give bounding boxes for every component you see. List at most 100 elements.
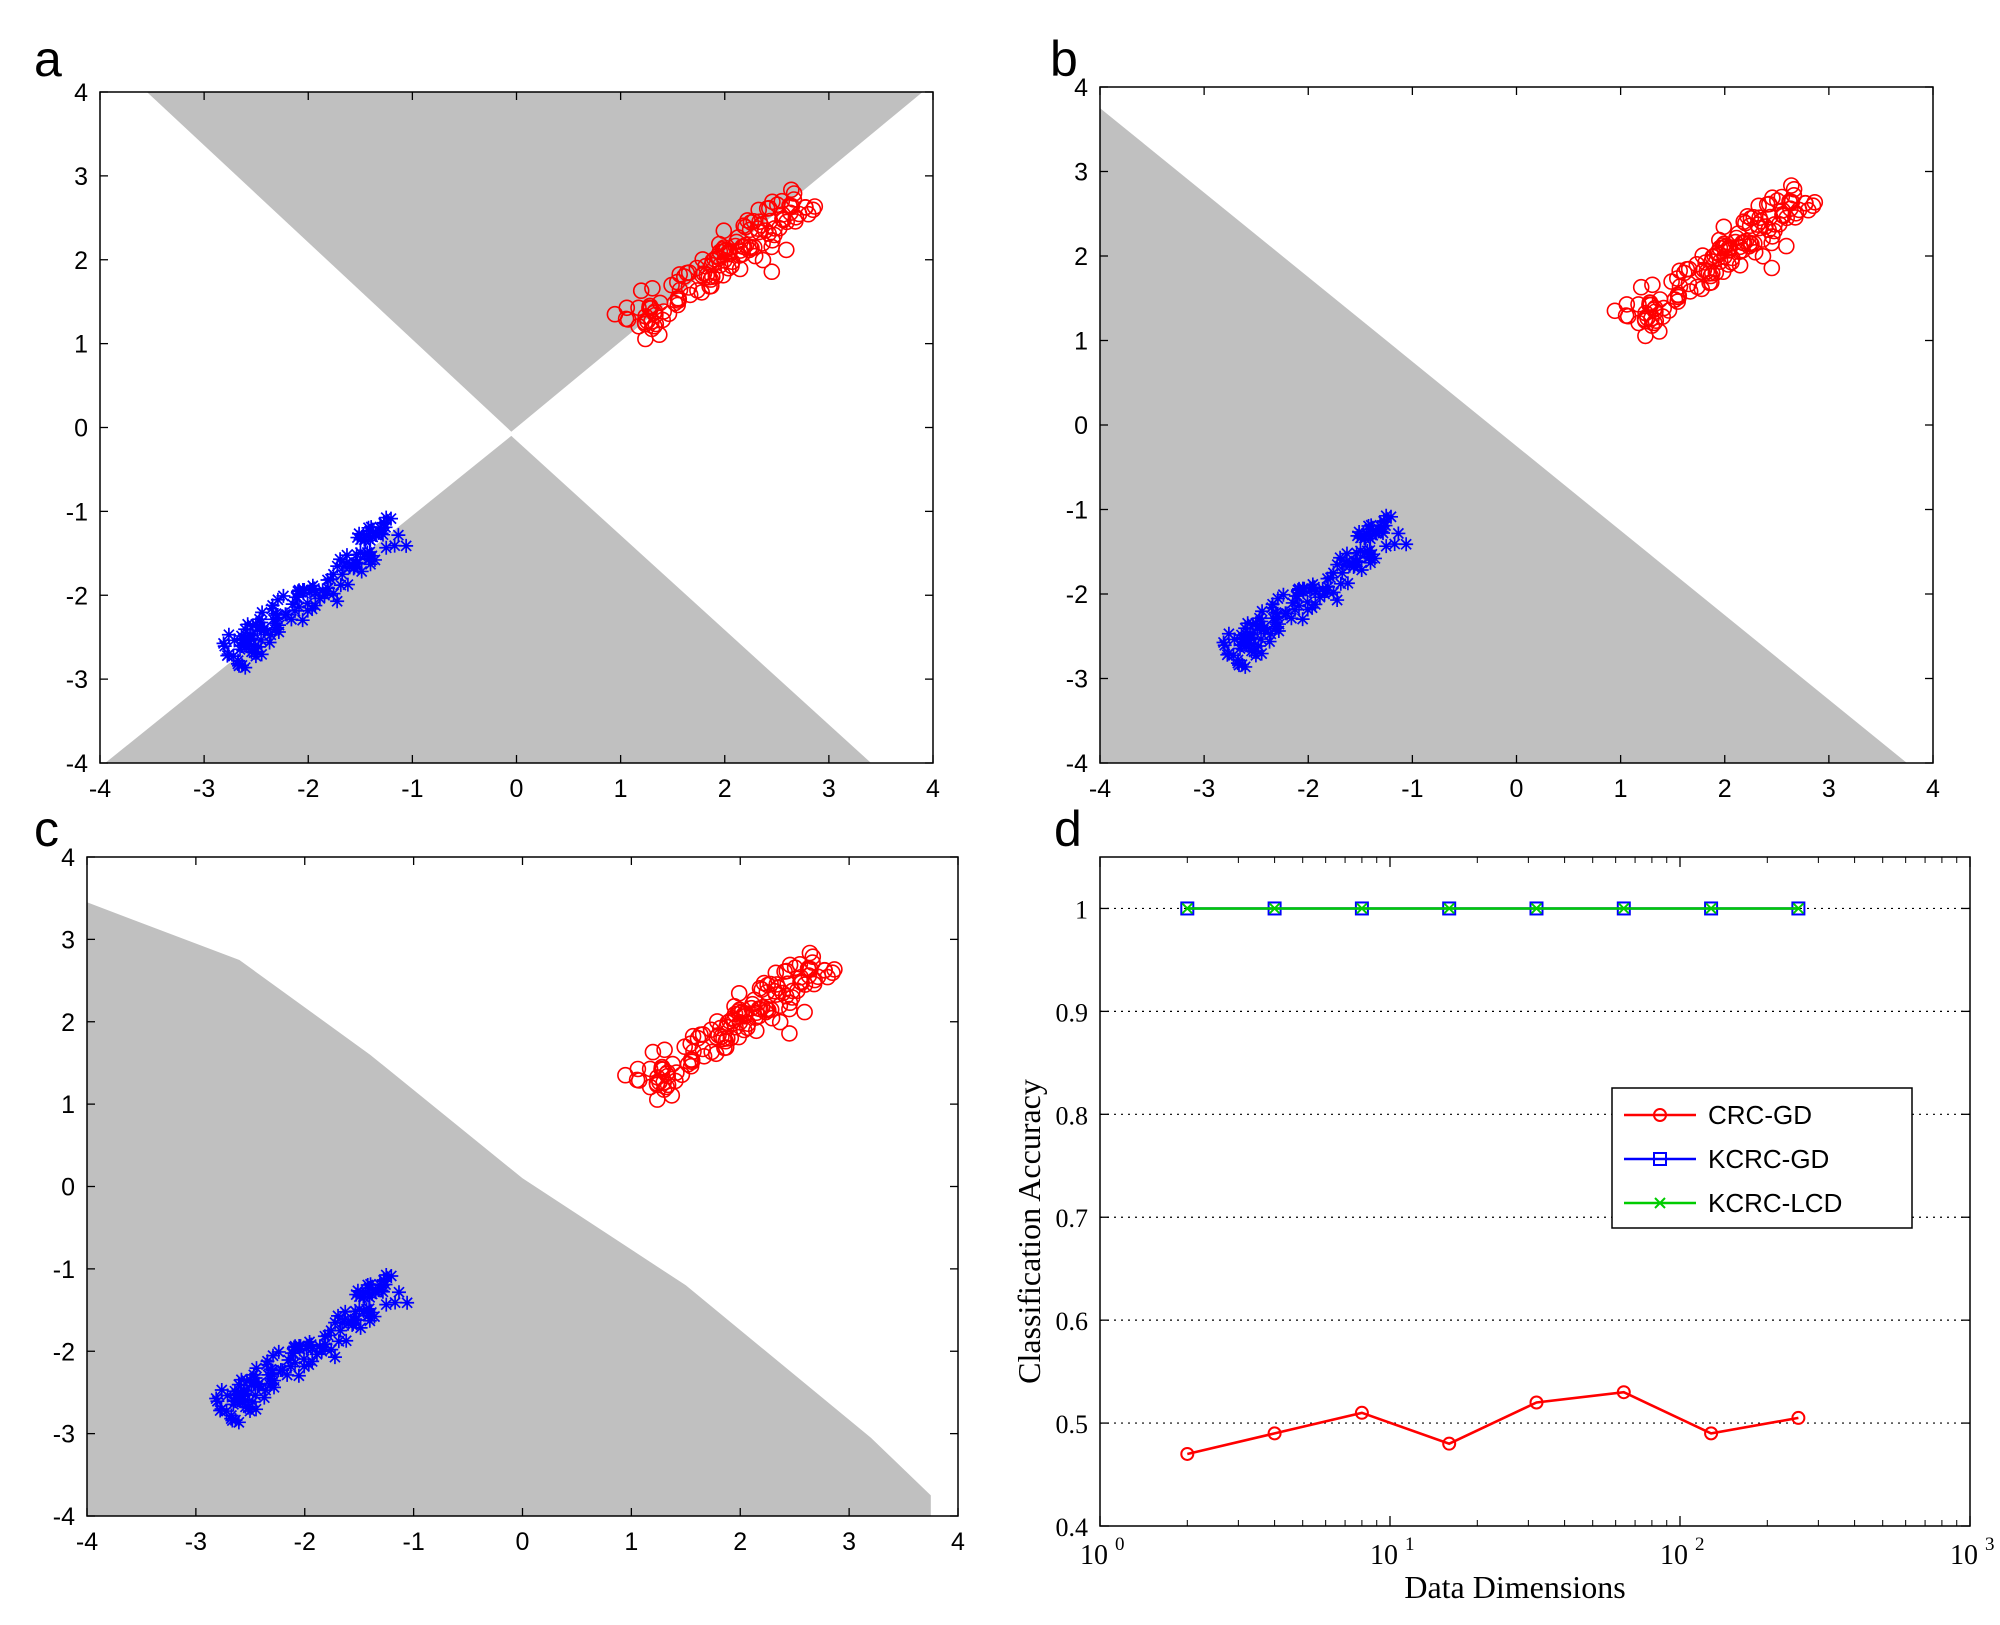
data-point-circle xyxy=(617,310,635,328)
data-point-star xyxy=(1364,518,1379,533)
data-point-star xyxy=(250,1379,265,1394)
data-point-circle xyxy=(630,317,648,335)
data-point-star xyxy=(1262,634,1277,649)
data-point-star xyxy=(1247,644,1262,659)
data-point-circle xyxy=(1642,296,1659,314)
data-point-circle xyxy=(1693,280,1710,298)
data-point-star xyxy=(323,572,338,587)
x-tick-label: 0 xyxy=(1510,775,1524,803)
data-point-star xyxy=(1254,632,1269,647)
y-tick-label: -1 xyxy=(1066,497,1088,525)
x-tick-label: 4 xyxy=(1926,775,1940,803)
data-point-circle xyxy=(759,1001,777,1019)
marker-x xyxy=(1654,1197,1666,1209)
data-point-star xyxy=(338,1304,353,1319)
series-class-2 xyxy=(1216,508,1414,674)
plot-content xyxy=(87,902,931,1516)
y-axis-label: Classification Accuracy xyxy=(1011,1079,1047,1384)
data-point-star xyxy=(297,1359,312,1374)
data-point-star xyxy=(1251,639,1266,654)
data-point-star xyxy=(237,1386,252,1401)
data-point-star xyxy=(281,1352,296,1367)
y-tick-label: 0.9 xyxy=(1056,998,1089,1027)
axes-frame xyxy=(1099,856,1971,1527)
data-point-circle xyxy=(1707,264,1725,282)
y-tick-label: 3 xyxy=(74,163,88,191)
data-point-star xyxy=(327,1350,342,1365)
data-point-circle xyxy=(762,975,779,993)
data-point-star xyxy=(312,1339,327,1354)
data-point-circle xyxy=(676,1038,694,1055)
data-point-circle xyxy=(743,239,760,257)
y-tick-label: 0.7 xyxy=(1056,1204,1089,1233)
data-point-circle xyxy=(1731,238,1749,256)
data-point-circle xyxy=(642,300,660,317)
data-point-circle xyxy=(771,1013,789,1031)
data-point-circle xyxy=(1739,208,1756,225)
data-point-circle xyxy=(746,247,764,265)
x-tick-label: -4 xyxy=(1089,775,1111,803)
data-point-star xyxy=(305,1341,320,1356)
legend-item-CRC-GD: CRC-GD xyxy=(1624,1100,1812,1130)
data-point-circle xyxy=(693,284,711,301)
y-tick-label: -1 xyxy=(53,1256,75,1284)
data-point-circle xyxy=(707,268,725,285)
data-point-star xyxy=(1373,518,1388,533)
data-point-star xyxy=(1227,632,1242,647)
panel-label-c: c xyxy=(34,801,59,857)
y-tick-label: -1 xyxy=(66,498,88,526)
x-tick-label: 0 xyxy=(516,1528,530,1556)
data-point-circle xyxy=(1754,247,1772,265)
series-KCRC-LCD xyxy=(1181,902,1805,915)
marker-circle xyxy=(1529,1395,1544,1410)
data-point-circle xyxy=(764,193,781,211)
data-point-star xyxy=(1244,637,1259,652)
data-point-star xyxy=(362,1280,377,1295)
data-point-star xyxy=(1276,587,1291,602)
data-point-star xyxy=(1353,530,1368,545)
y-tick-label: -2 xyxy=(1066,581,1088,609)
data-point-star xyxy=(244,638,259,653)
data-point-star xyxy=(300,596,315,611)
data-point-circle xyxy=(1783,177,1800,194)
data-point-circle xyxy=(1751,209,1768,226)
legend-item-KCRC-GD: KCRC-GD xyxy=(1624,1144,1829,1174)
data-point-star xyxy=(308,585,323,600)
data-point-star xyxy=(320,1328,335,1343)
y-tick-label: -3 xyxy=(53,1421,75,1449)
y-tick-label: 0.4 xyxy=(1056,1513,1089,1542)
data-point-star xyxy=(391,528,406,543)
legend-label: KCRC-LCD xyxy=(1708,1188,1842,1218)
y-tick-label: 1 xyxy=(1074,328,1088,356)
data-point-star xyxy=(216,636,231,651)
data-point-circle xyxy=(791,955,809,973)
data-point-circle xyxy=(781,956,799,974)
data-point-star xyxy=(227,1384,242,1399)
data-point-star xyxy=(1268,605,1283,620)
data-point-star xyxy=(245,1394,260,1409)
data-point-circle xyxy=(709,247,727,265)
x-tick-exponent: 3 xyxy=(1985,1534,1995,1555)
data-point-star xyxy=(368,527,383,542)
data-point-star xyxy=(1342,558,1357,573)
data-point-star xyxy=(315,583,330,598)
data-point-circle xyxy=(782,181,800,199)
data-point-star xyxy=(1312,590,1327,605)
data-point-star xyxy=(295,613,310,628)
data-point-star xyxy=(1285,595,1300,610)
data-point-circle xyxy=(741,221,759,239)
y-tick-label: -4 xyxy=(53,1503,75,1531)
data-point-star xyxy=(210,1394,225,1409)
data-point-star xyxy=(240,617,255,632)
data-point-star xyxy=(379,1268,394,1283)
x-tick-label: 10 xyxy=(1660,1540,1688,1571)
data-point-star xyxy=(1349,545,1364,560)
data-point-star xyxy=(1379,508,1394,523)
data-point-circle xyxy=(1745,209,1763,226)
data-point-star xyxy=(284,612,299,627)
data-point-circle xyxy=(1651,291,1669,308)
data-point-circle xyxy=(628,1071,646,1089)
y-tick-label: 2 xyxy=(61,1009,75,1037)
data-point-star xyxy=(301,1339,316,1354)
data-point-star xyxy=(1245,617,1260,632)
